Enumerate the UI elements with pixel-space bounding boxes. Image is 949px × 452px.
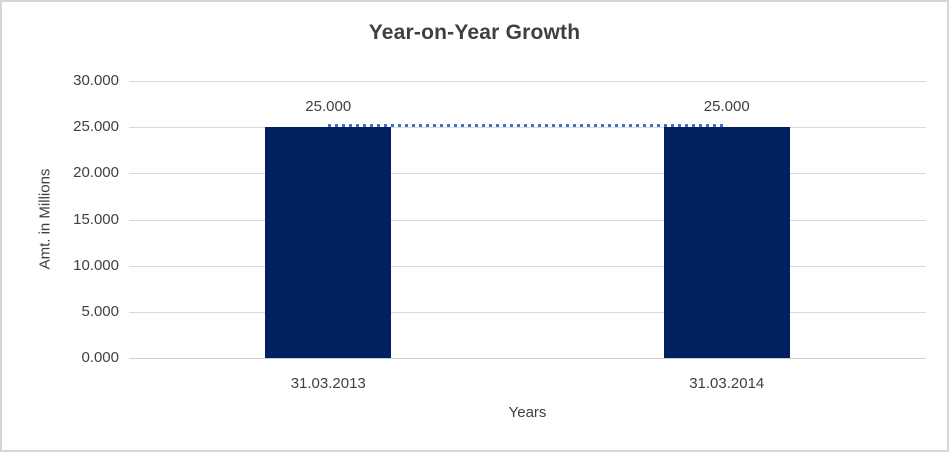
x-axis-line	[129, 358, 926, 359]
plot-area: 25.000 25.000	[129, 81, 926, 359]
major-gridline	[129, 127, 926, 129]
x-tick-label: 31.03.2014	[689, 375, 765, 392]
chart-title: Year-on-Year Growth	[368, 21, 581, 44]
y-tick-label: 25.000	[73, 118, 119, 136]
x-axis-title: Years	[508, 404, 547, 421]
major-gridline	[129, 265, 926, 267]
dotted-connector-line	[328, 124, 727, 128]
data-label: 25.000	[305, 98, 352, 116]
y-tick-label: 15.000	[73, 210, 119, 228]
major-gridline	[129, 311, 926, 313]
major-gridline	[129, 81, 926, 82]
bar-31.03.2014	[663, 127, 790, 358]
y-tick-label: 5.000	[81, 302, 119, 320]
y-tick-label: 10.000	[73, 256, 119, 274]
major-gridline	[129, 219, 926, 221]
y-tick-label: 0.000	[81, 349, 119, 366]
x-tick-label: 31.03.2013	[290, 375, 366, 392]
bar-31.03.2013	[265, 127, 392, 358]
y-tick-label: 20.000	[73, 164, 119, 182]
y-tick-label: 30.000	[73, 72, 119, 89]
major-gridline	[129, 173, 926, 175]
data-label: 25.000	[703, 98, 750, 116]
